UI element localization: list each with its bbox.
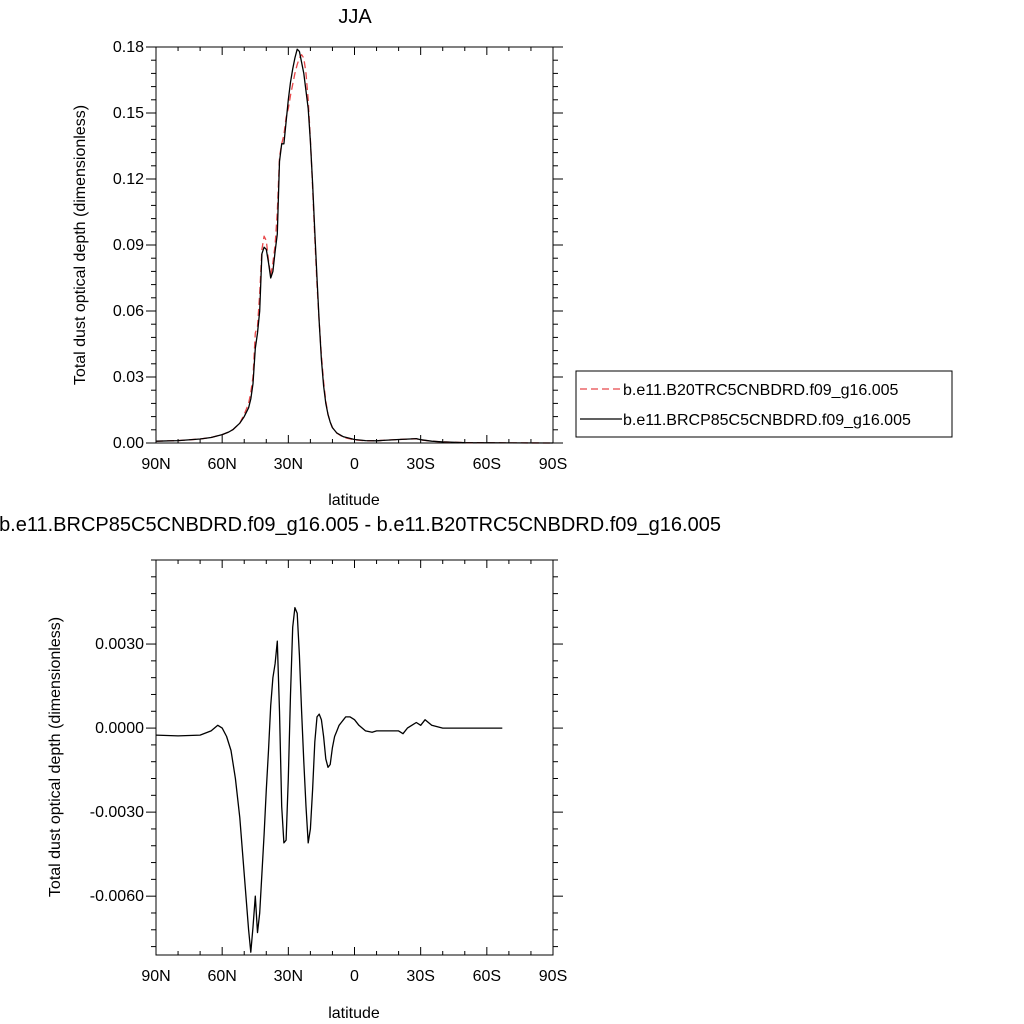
bottom-y-axis-label: Total dust optical depth (dimensionless)	[47, 617, 64, 897]
legend: b.e11.B20TRC5CNBDRD.f09_g16.005 b.e11.BR…	[575, 370, 953, 438]
bottom-series-line-1	[155, 606, 503, 953]
top-x-tick-label: 30S	[406, 456, 434, 473]
top-chart-title: JJA	[338, 6, 372, 28]
top-series-lines	[155, 48, 554, 444]
bottom-x-tick-label: 30S	[406, 968, 434, 985]
top-y-tick-label: 0.09	[113, 237, 144, 254]
top-x-tick-label: 60N	[207, 456, 236, 473]
bottom-x-tick-label: 0	[350, 968, 359, 985]
top-y-tick-labels: 0.00 0.03 0.06 0.09 0.12 0.15 0.18	[113, 39, 144, 452]
bottom-plot-frame	[155, 559, 554, 956]
bottom-y-tick-label: 0.0000	[95, 720, 144, 737]
top-x-axis-label: latitude	[328, 492, 380, 509]
bottom-y-tick-labels: -0.0060 -0.0030 0.0000 0.0030	[90, 636, 144, 905]
top-x-tick-labels: 90N 60N 30N 0 30S 60S 90S	[141, 456, 567, 473]
bottom-series-lines	[155, 606, 503, 953]
bottom-panel: b.e11.BRCP85C5CNBDRD.f09_g16.005 - b.e11…	[0, 514, 721, 1022]
top-y-tick-label: 0.18	[113, 39, 144, 56]
top-panel: JJA 0.00 0.03 0.06 0.09 0.12 0.15 0.18 90N 60N 3…	[72, 6, 567, 509]
top-y-axis-label: Total dust optical depth (dimensionless)	[72, 105, 89, 385]
bottom-y-tick-label: 0.0030	[95, 636, 144, 653]
bottom-x-tick-label: 90S	[539, 968, 567, 985]
top-x-tick-label: 90S	[539, 456, 567, 473]
top-series-line-2	[155, 48, 554, 444]
top-x-tick-label: 60S	[473, 456, 501, 473]
top-axis-ticks	[146, 46, 563, 444]
bottom-x-tick-label: 30N	[274, 968, 303, 985]
top-y-tick-label: 0.06	[113, 303, 144, 320]
bottom-y-tick-label: -0.0030	[90, 804, 144, 821]
top-x-tick-label: 30N	[274, 456, 303, 473]
top-y-tick-label: 0.15	[113, 105, 144, 122]
legend-label-series-2: b.e11.BRCP85C5CNBDRD.f09_g16.005	[623, 412, 911, 429]
bottom-y-tick-label: -0.0060	[90, 888, 144, 905]
bottom-x-axis-label: latitude	[328, 1005, 380, 1022]
legend-box	[575, 370, 953, 438]
top-x-tick-label: 0	[350, 456, 359, 473]
legend-label-series-1: b.e11.B20TRC5CNBDRD.f09_g16.005	[623, 382, 899, 399]
bottom-axis-ticks	[146, 559, 563, 955]
bottom-chart-title: b.e11.BRCP85C5CNBDRD.f09_g16.005 - b.e11…	[0, 514, 721, 536]
top-x-tick-label: 90N	[141, 456, 170, 473]
bottom-x-tick-label: 90N	[141, 968, 170, 985]
top-y-tick-label: 0.12	[113, 171, 144, 188]
bottom-x-tick-label: 60S	[473, 968, 501, 985]
bottom-x-tick-labels: 90N 60N 30N 0 30S 60S 90S	[141, 968, 567, 985]
top-plot-frame	[155, 46, 554, 444]
top-y-tick-label: 0.00	[113, 435, 144, 452]
bottom-x-tick-label: 60N	[207, 968, 236, 985]
top-series-line-1	[155, 54, 554, 444]
top-y-tick-label: 0.03	[113, 369, 144, 386]
